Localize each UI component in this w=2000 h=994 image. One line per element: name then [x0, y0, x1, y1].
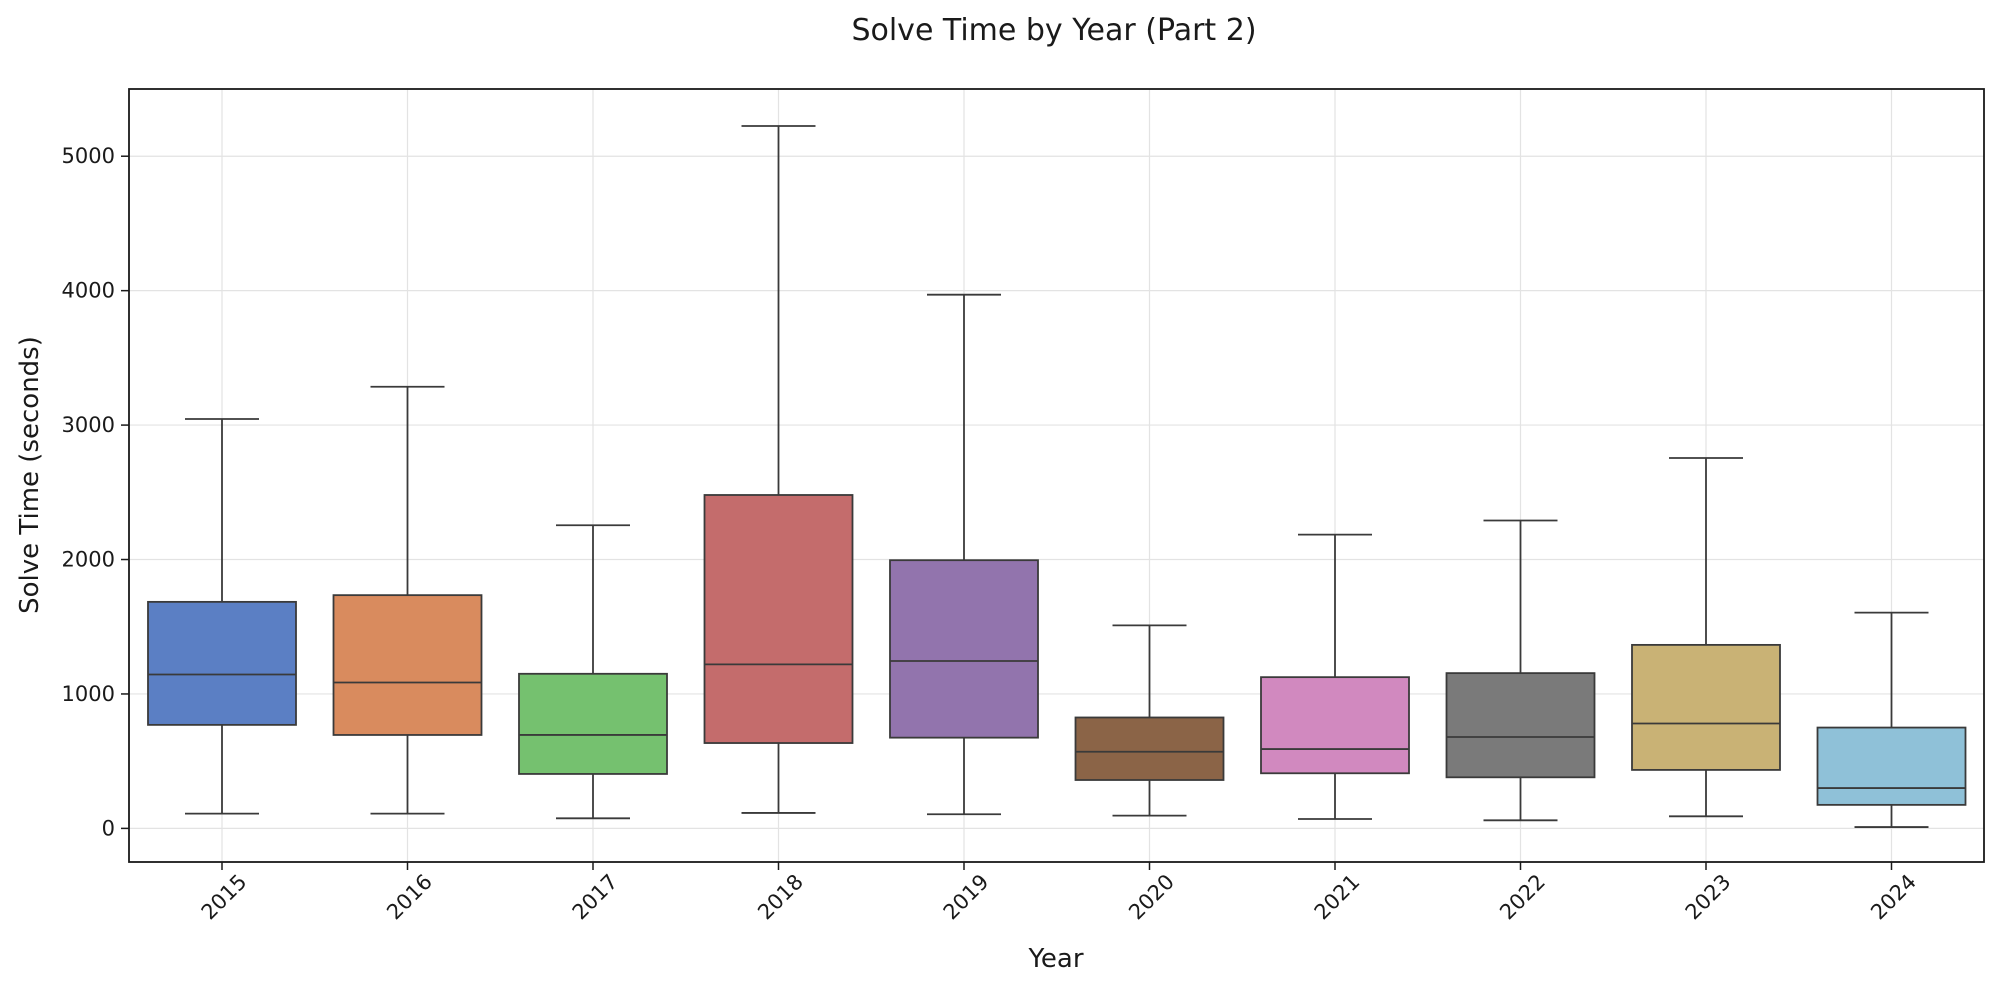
x-tick-label: 2021 [1310, 870, 1365, 925]
x-tick-label: 2015 [197, 870, 252, 925]
box-2022 [1445, 519, 1596, 822]
box-2017 [518, 524, 668, 820]
box-2018 [703, 125, 854, 814]
iqr-box [518, 672, 668, 775]
box-2024 [1816, 611, 1967, 828]
y-tick-label: 1000 [62, 682, 115, 706]
chart-title: Solve Time by Year (Part 2) [851, 13, 1256, 48]
iqr-box [1445, 672, 1596, 779]
x-tick-label: 2017 [568, 870, 623, 925]
x-tick-label: 2020 [1124, 870, 1179, 925]
y-tick-label: 4000 [62, 279, 115, 303]
y-axis-ticks: 0 1000 2000 3000 4000 5000 [62, 144, 129, 840]
iqr-box [1260, 676, 1410, 775]
box-2019 [889, 293, 1039, 816]
box-2020 [1074, 624, 1225, 817]
iqr-box [1074, 716, 1225, 781]
x-tick-label: 2019 [939, 870, 994, 925]
y-tick-label: 2000 [62, 548, 115, 572]
iqr-box [147, 600, 297, 726]
x-tick-label: 2023 [1681, 870, 1736, 925]
y-axis-label: Solve Time (seconds) [15, 336, 45, 614]
x-tick-label: 2024 [1866, 870, 1921, 925]
iqr-box [889, 559, 1039, 739]
iqr-box [1631, 643, 1781, 771]
x-axis-label: Year [1027, 944, 1083, 974]
y-tick-label: 0 [102, 816, 115, 840]
plot-frame [128, 88, 1985, 863]
y-tick-label: 5000 [62, 144, 115, 168]
box-2016 [332, 385, 483, 815]
x-tick-label: 2022 [1495, 870, 1550, 925]
y-tick-label: 3000 [62, 413, 115, 437]
box-2015 [147, 418, 297, 815]
iqr-box [332, 594, 483, 736]
x-tick-label: 2018 [753, 870, 808, 925]
iqr-box [1816, 726, 1967, 806]
iqr-box [703, 494, 854, 744]
box-2021 [1260, 533, 1410, 820]
x-tick-label: 2016 [382, 870, 437, 925]
box-2023 [1631, 457, 1781, 818]
boxes [147, 125, 1967, 828]
x-axis-ticks: 2015 2016 2017 2018 2019 2020 2021 2022 2023 2024 [197, 862, 1921, 924]
